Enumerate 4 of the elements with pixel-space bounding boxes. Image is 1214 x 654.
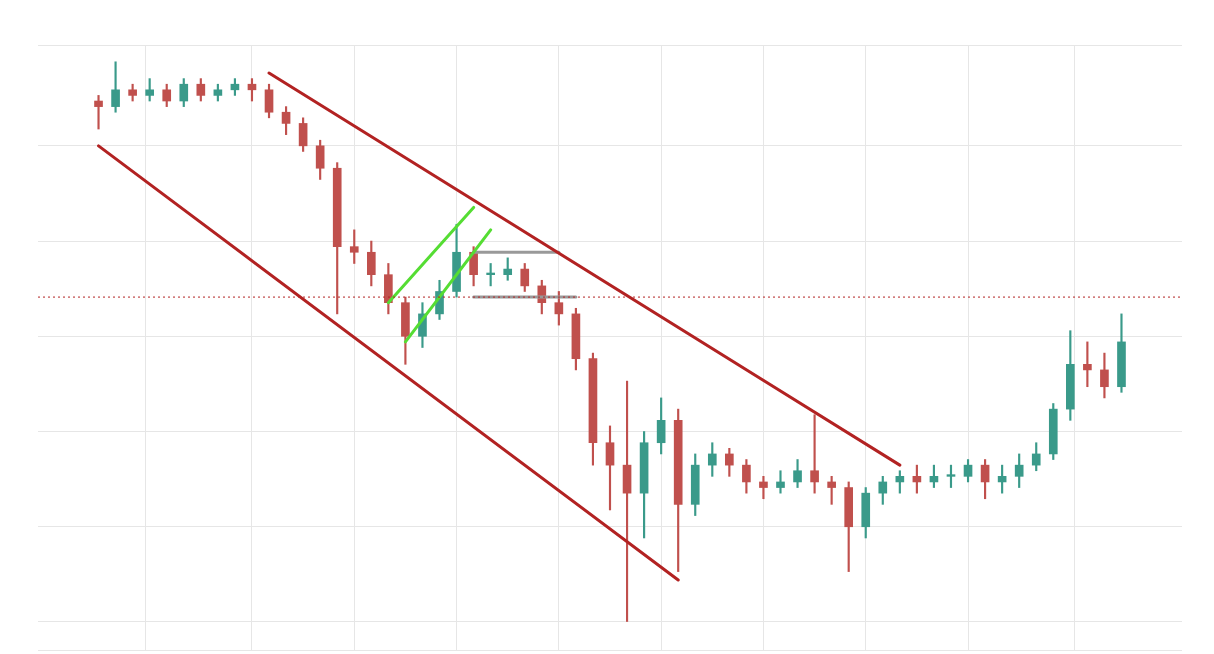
candlestick xyxy=(94,95,103,130)
candlestick xyxy=(111,61,120,113)
candlestick xyxy=(759,476,768,500)
candlestick xyxy=(776,470,785,494)
